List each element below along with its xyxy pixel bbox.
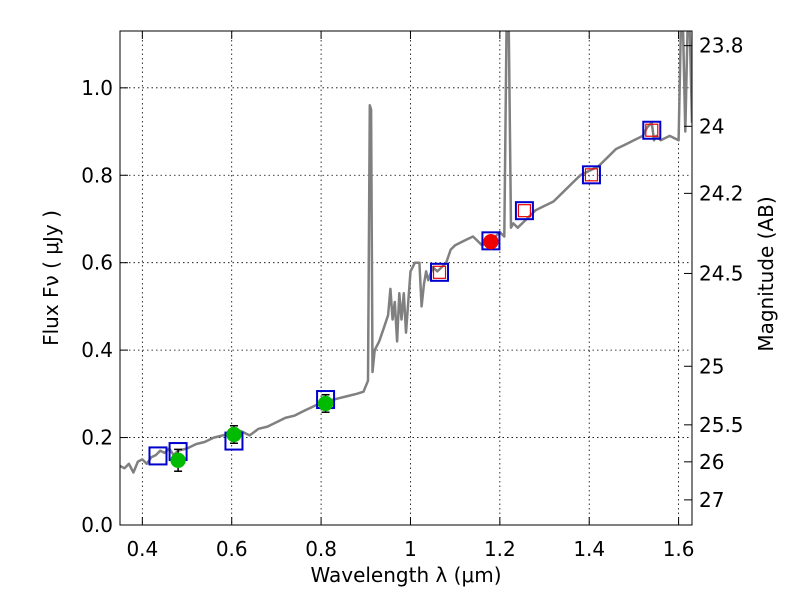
nir-limit-square [432, 265, 447, 279]
optical-detection-point [317, 395, 334, 412]
magnitude-tick-label: 25 [699, 354, 724, 378]
model-photometry-square [581, 165, 601, 185]
x-tick-label: 1.2 [484, 537, 516, 561]
magnitude-tick-label: 26 [699, 450, 724, 474]
model-photometry-square [148, 446, 168, 466]
model-spectrum-layer [120, 31, 692, 474]
magnitude-tick-label: 24 [699, 114, 724, 138]
y-tick-label: 0.4 [81, 338, 113, 362]
nir-limit-square [517, 204, 532, 218]
magnitude-tick-labels: 23.8 24 24.2 24.5 25 25.5 26 27 [699, 34, 744, 512]
magnitude-tick-label: 25.5 [699, 413, 744, 437]
y-tick-label: 0.0 [81, 513, 113, 537]
x-axis-title: Wavelength λ (μm) [310, 563, 501, 587]
y-tick-label: 0.8 [81, 163, 113, 187]
model-photometry-square [430, 262, 450, 282]
x-tick-label: 1 [404, 537, 417, 561]
nir-detection-point [483, 233, 499, 250]
nir-limit-square [584, 168, 599, 182]
y-tick-labels: 0.0 0.2 0.4 0.6 0.8 1.0 [81, 76, 113, 537]
optical-detection-point [226, 426, 242, 443]
magnitude-tick-label: 23.8 [699, 34, 744, 58]
y-axis-title: Flux Fν ( μJy ) [39, 210, 63, 346]
x-tick-labels: 0.4 0.6 0.8 1 1.2 1.4 1.6 [126, 537, 694, 561]
nir-limit-square [645, 123, 659, 137]
plot-frame [119, 30, 693, 526]
magnitude-tick-label: 27 [699, 488, 724, 512]
y-tick-label: 0.6 [81, 251, 113, 275]
magnitude-tick-label: 24.5 [699, 261, 744, 285]
photometry-layer [148, 120, 662, 472]
x-tick-label: 0.8 [305, 537, 337, 561]
magnitude-tick-label: 24.2 [699, 181, 744, 205]
tick-marks [120, 31, 692, 526]
model-photometry-square [642, 120, 662, 140]
x-tick-label: 1.4 [573, 537, 605, 561]
x-tick-label: 0.4 [126, 537, 158, 561]
magnitude-axis-title: Magnitude (AB) [754, 196, 778, 351]
y-tick-label: 1.0 [81, 76, 113, 100]
x-tick-label: 0.6 [216, 537, 248, 561]
model-spectrum-line [120, 31, 692, 474]
y-tick-label: 0.2 [81, 426, 113, 450]
x-tick-label: 1.6 [663, 537, 695, 561]
grid [120, 31, 692, 526]
optical-detection-point [170, 452, 186, 469]
model-photometry-square [514, 201, 534, 221]
